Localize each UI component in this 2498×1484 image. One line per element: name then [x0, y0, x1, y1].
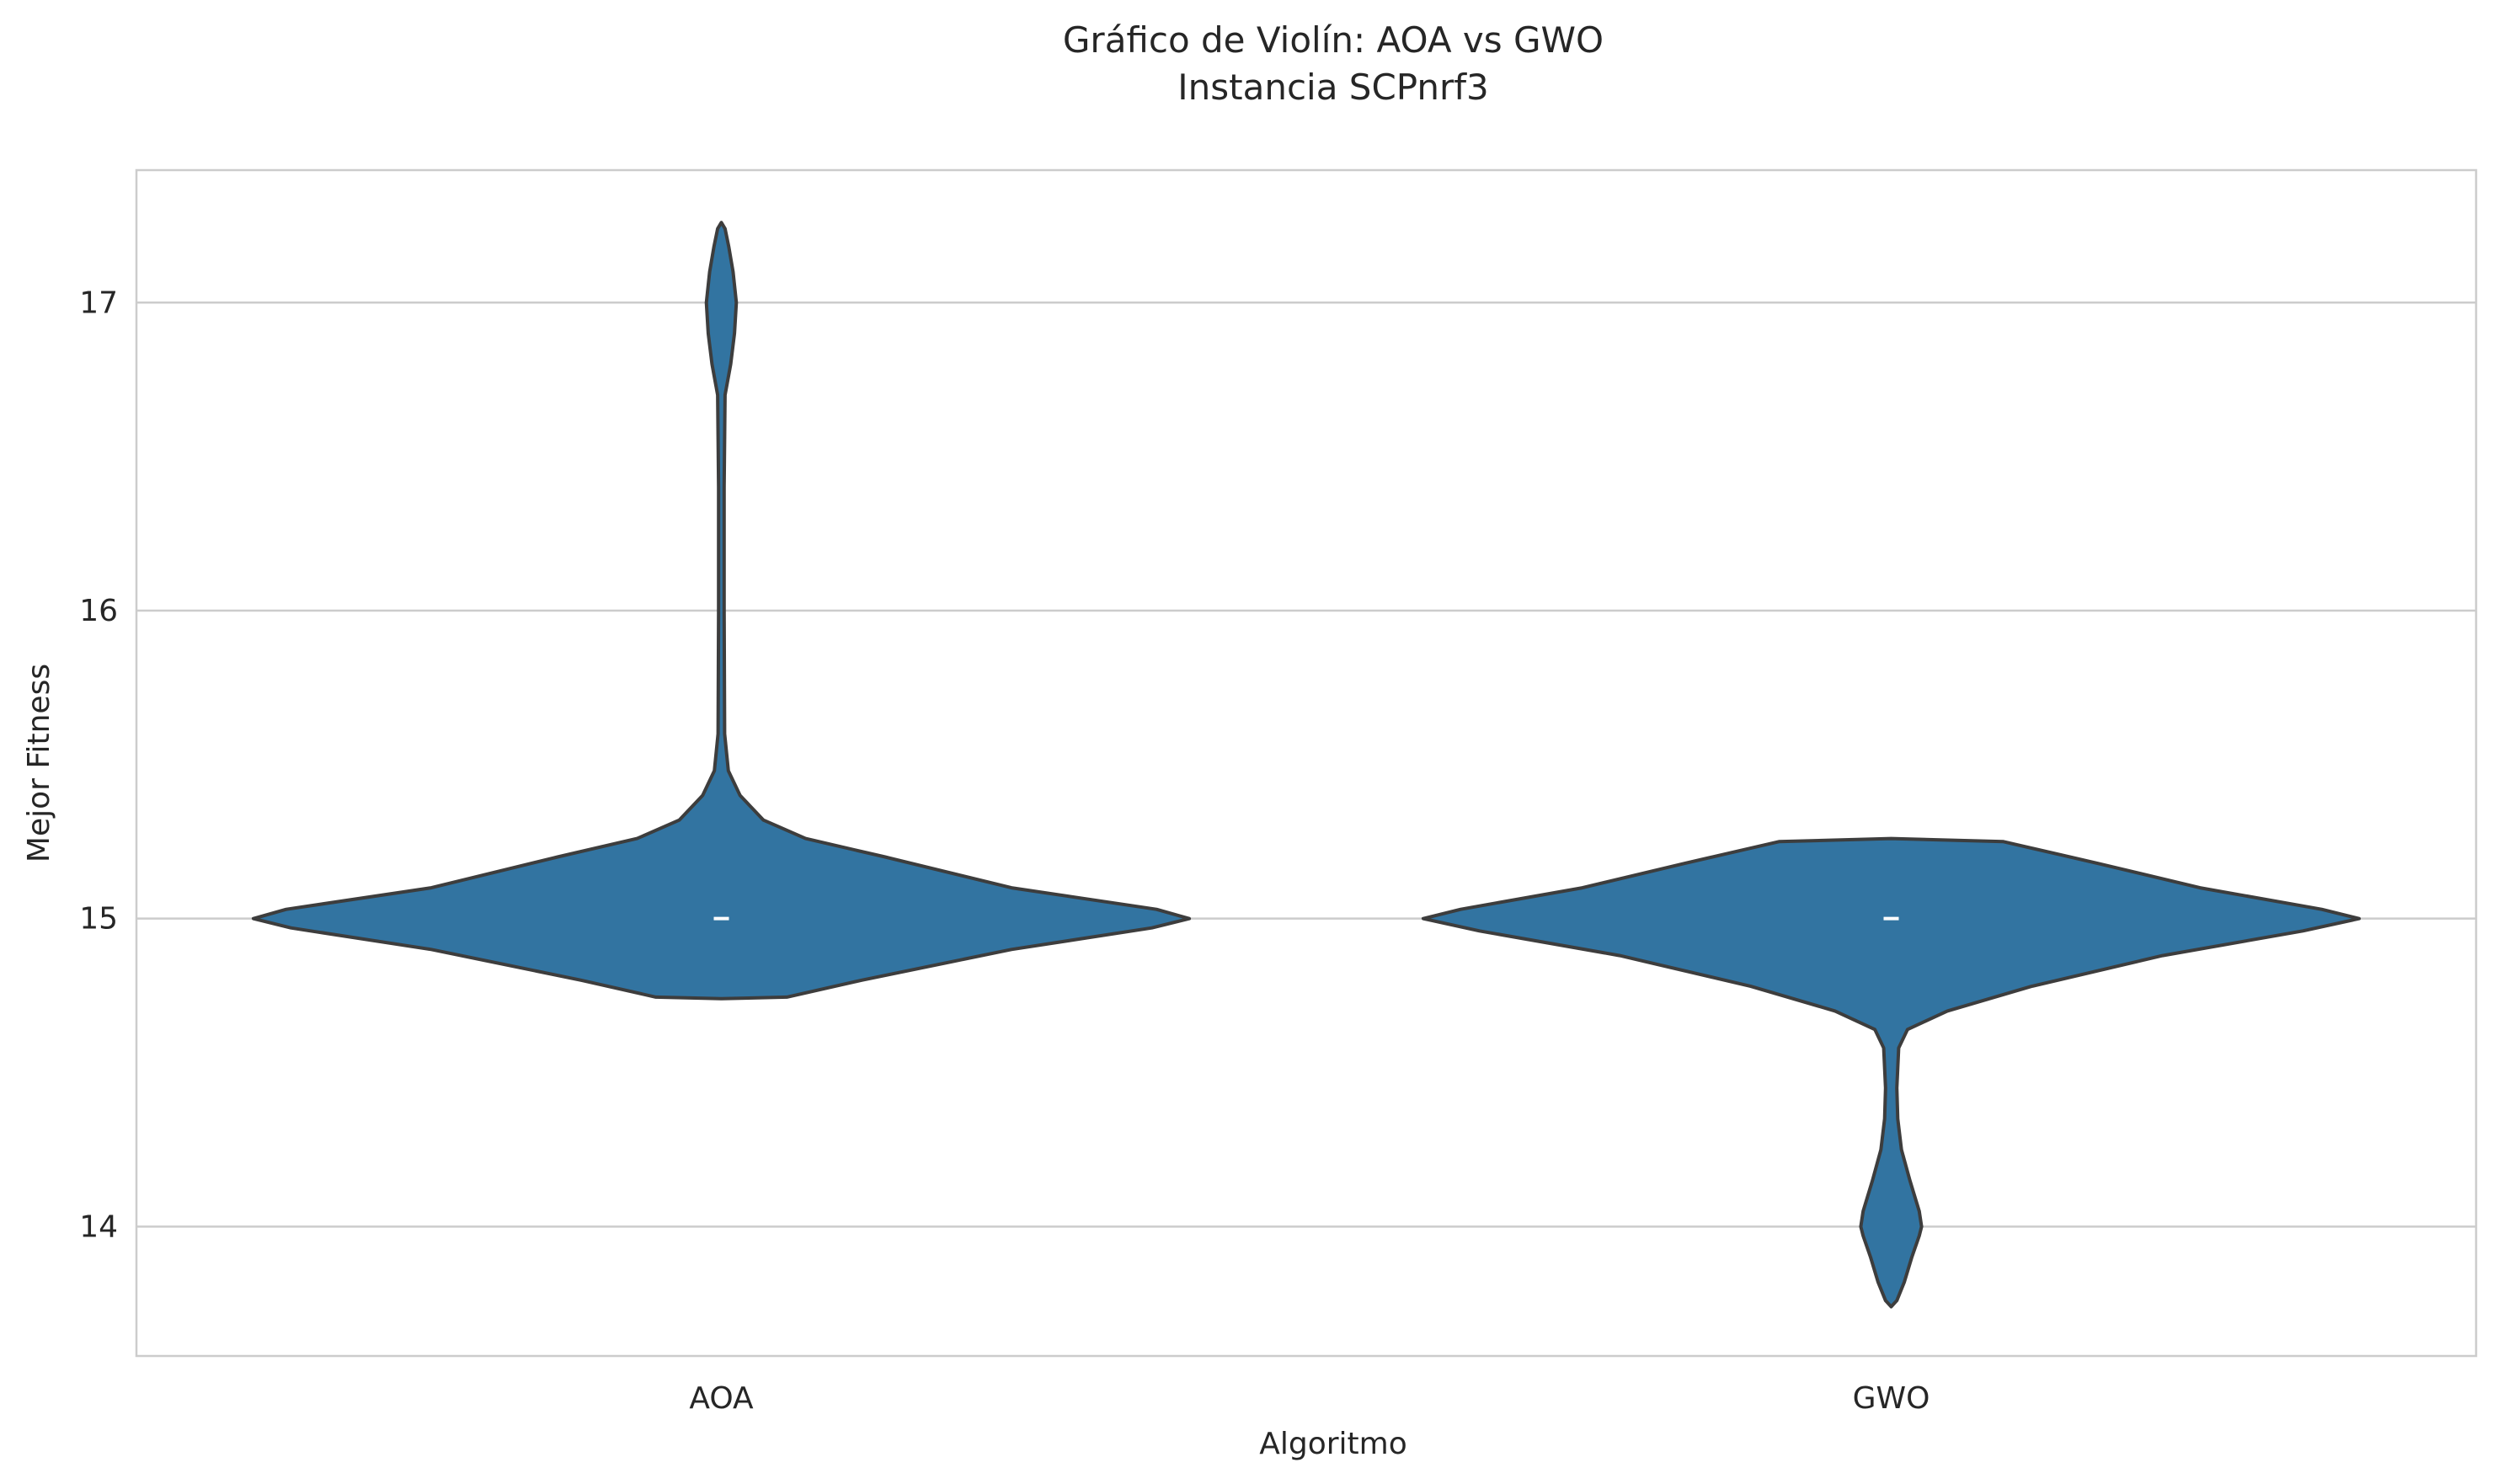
y-tick-label: 17 [79, 286, 118, 320]
y-tick-label: 14 [79, 1209, 118, 1244]
chart-subtitle: Instancia SCPnrf3 [1177, 67, 1489, 108]
violin-aoa [251, 221, 1192, 1001]
y-tick-label: 15 [79, 902, 118, 937]
y-axis-ticks: 14 15 16 17 [79, 286, 118, 1244]
y-tick-label: 16 [79, 594, 118, 628]
chart-title: Gráfico de Violín: AOA vs GWO [1063, 19, 1604, 61]
violins [251, 221, 2362, 1309]
x-axis-ticks: AOA GWO [689, 1381, 1930, 1416]
x-tick-label-aoa: AOA [689, 1381, 754, 1416]
plot-area-frame [135, 168, 2478, 1358]
x-axis-label: Algoritmo [1259, 1427, 1407, 1461]
violin-gwo [1421, 836, 2362, 1309]
x-tick-label-gwo: GWO [1853, 1381, 1930, 1416]
grid-lines [136, 302, 2476, 1228]
y-axis-label: Mejor Fitness [22, 664, 56, 862]
